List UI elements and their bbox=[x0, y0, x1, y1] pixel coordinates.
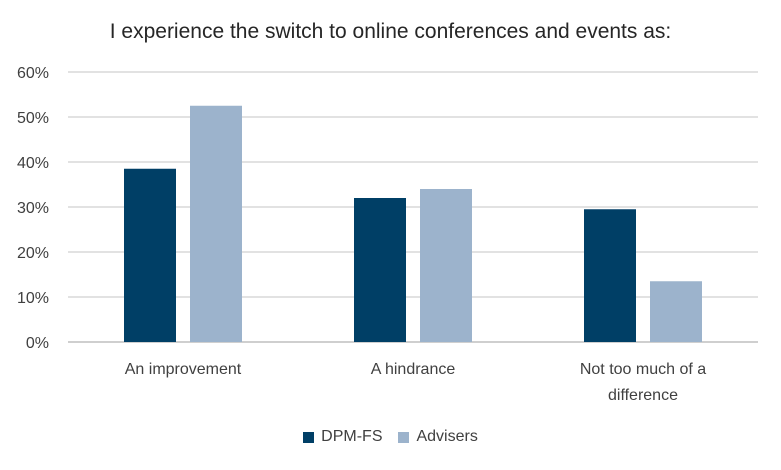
y-tick-label: 40% bbox=[17, 155, 49, 172]
legend-item-advisers: Advisers bbox=[398, 428, 478, 446]
y-tick-label: 10% bbox=[17, 290, 49, 307]
y-tick-label: 50% bbox=[17, 110, 49, 127]
bar-dpm-fs bbox=[354, 198, 406, 342]
legend-label-dpm-fs: DPM-FS bbox=[321, 428, 383, 445]
bar-dpm-fs bbox=[124, 168, 176, 342]
y-tick-label: 0% bbox=[26, 335, 49, 352]
bar-advisers bbox=[420, 189, 472, 342]
x-tick-label: A hindrance bbox=[371, 361, 456, 378]
chart-title: I experience the switch to online confer… bbox=[109, 20, 672, 43]
y-tick-label: 60% bbox=[17, 65, 49, 82]
legend-swatch-advisers bbox=[398, 431, 410, 443]
bar-dpm-fs bbox=[584, 209, 636, 342]
legend-swatch-dpm-fs bbox=[303, 431, 315, 443]
x-tick-label: An improvement bbox=[125, 361, 242, 378]
bar-advisers bbox=[190, 105, 242, 342]
plot-area: 0% 10% 20% 30% 40% 50% 60% An improvement A hind… bbox=[17, 65, 758, 404]
legend-item-dpm-fs: DPM-FS bbox=[303, 428, 382, 446]
bar-advisers bbox=[650, 281, 702, 342]
y-tick-label: 30% bbox=[17, 200, 49, 217]
x-tick-label: Not too much of a difference bbox=[580, 361, 706, 404]
legend: DPM-FS Advisers bbox=[0, 428, 781, 446]
y-tick-label: 20% bbox=[17, 245, 49, 262]
legend-label-advisers: Advisers bbox=[416, 428, 478, 445]
